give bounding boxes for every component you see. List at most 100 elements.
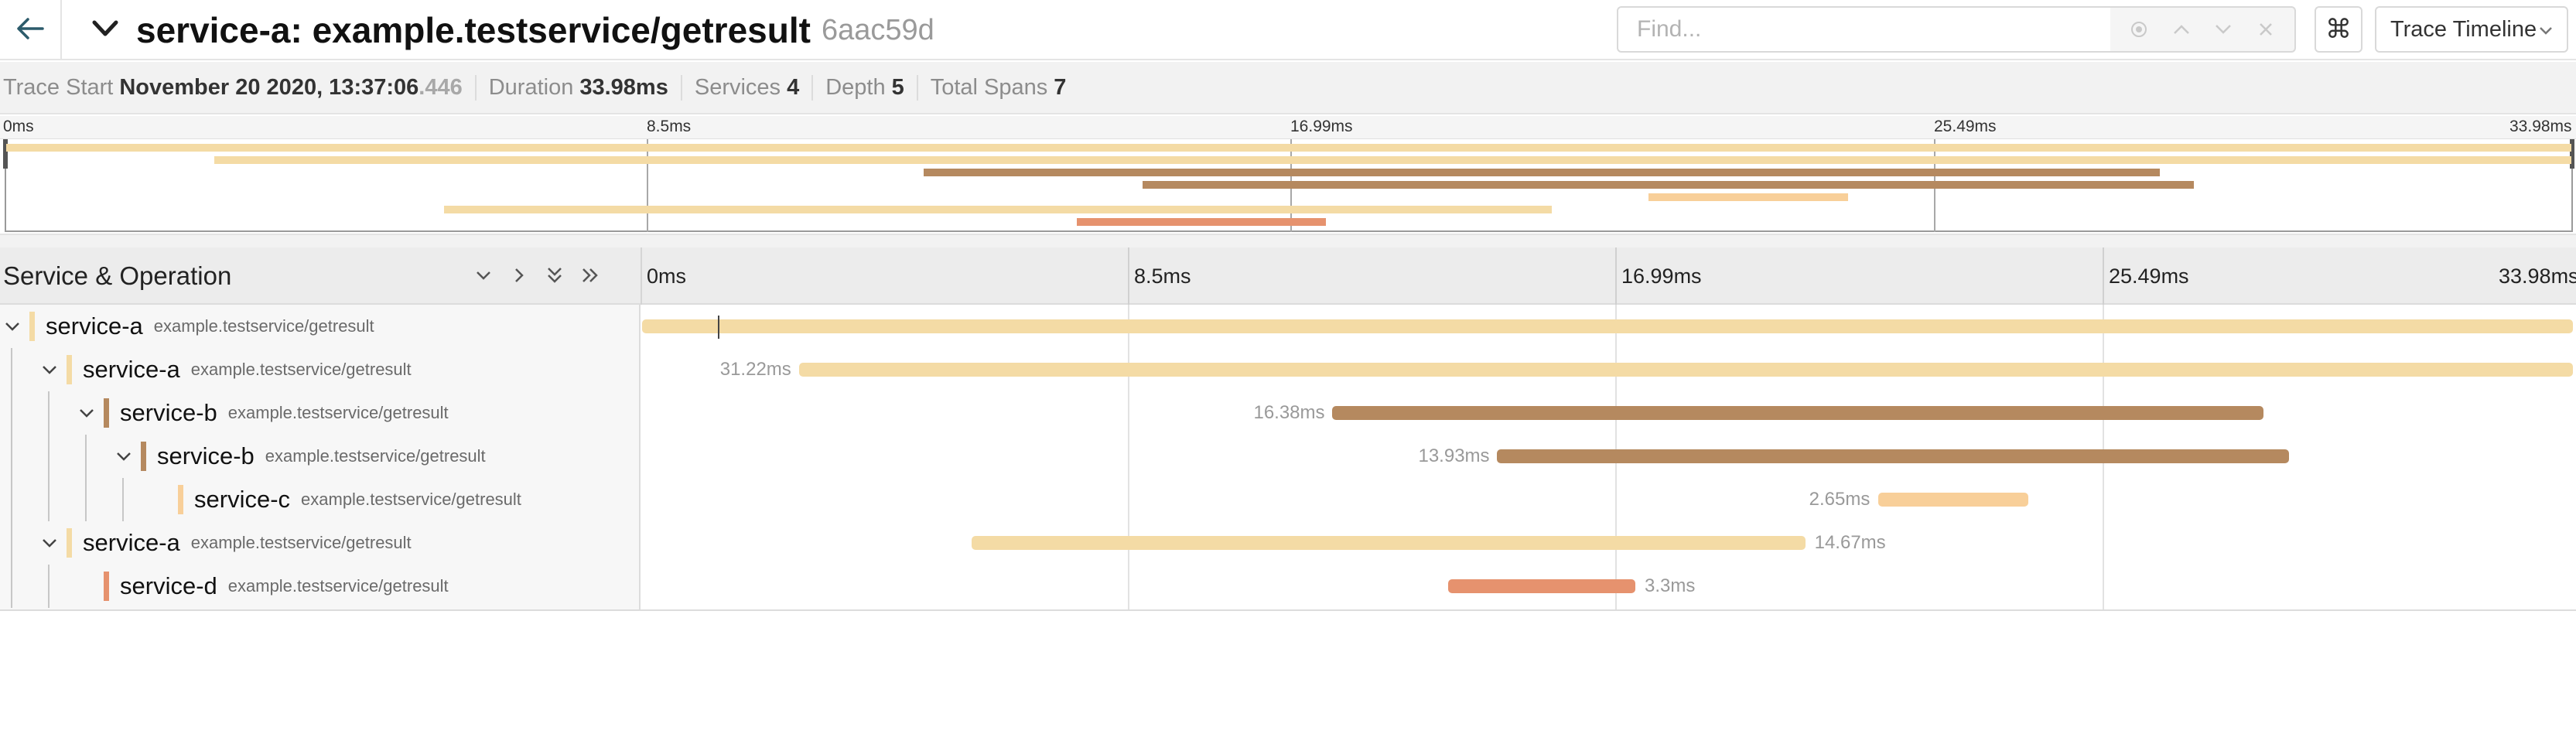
trace-start-value: November 20 2020, 13:37:06 [119,74,419,100]
row-collapse-toggle[interactable] [39,532,60,554]
close-icon[interactable] [2250,14,2281,45]
tree-indent-guide [11,348,12,391]
view-select[interactable]: Trace Timeline [2375,6,2568,53]
span-name-4[interactable]: service-c example.testservice/getresult [178,478,521,521]
timeline-tick-label: 8.5ms [1134,264,1191,288]
operation-name: example.testservice/getresult [190,533,412,552]
row-collapse-toggle[interactable] [39,359,60,381]
span-duration-label: 16.38ms [1253,402,1325,423]
back-button[interactable] [0,0,62,60]
service-color-marker [67,355,72,384]
minimap-span-bar [1076,218,1326,226]
span-duration-label: 14.67ms [1814,532,1886,553]
services-label: Services [694,74,781,100]
timeline-header: Service & Operation 0ms 8.5ms 16.99ms 25… [0,247,2576,305]
chevron-up-icon[interactable] [2166,14,2197,45]
timeline-gridline [1128,247,1129,305]
service-name: service-b [157,442,255,469]
find-box [1617,6,2118,53]
service-name: service-a [83,356,180,383]
service-name: service-a [46,312,143,340]
collapse-header-toggle[interactable] [87,15,124,45]
minimap-span-bar [1648,193,1849,201]
chevron-down-icon [5,323,19,331]
minimap-ticks: 0ms 8.5ms 16.99ms 25.49ms 33.98ms [0,116,2576,139]
timeline-tick-label: 0ms [647,264,687,288]
chevron-down-icon [117,452,131,461]
expand-all-icon[interactable] [579,261,602,289]
minimap-span-bar [923,169,2161,176]
expand-one-icon[interactable] [507,261,531,289]
trace-id: 6aac59d [821,13,934,46]
span-name-5[interactable]: service-a example.testservice/getresult [67,521,412,565]
service-color-marker [178,485,183,514]
chevron-down-icon[interactable] [2208,14,2239,45]
span-duration-label: 3.3ms [1644,575,1696,596]
span-bar-1[interactable] [798,363,2573,377]
services: Services 4 [680,74,811,101]
service-color-marker [67,528,72,558]
find-input[interactable] [1618,8,2115,51]
depth-label: Depth [825,74,886,100]
span-bar-2[interactable] [1332,406,2263,420]
row-collapse-toggle[interactable] [113,445,135,467]
minimap-left-handle[interactable] [3,139,8,169]
span-name-2[interactable]: service-b example.testservice/getresult [104,391,449,435]
span-name-6[interactable]: service-d example.testservice/getresult [104,565,449,608]
tree-indent-guide [48,478,50,521]
span-bar-5[interactable] [972,536,1806,550]
span-bar-0[interactable] [642,319,2573,333]
total-spans-label: Total Spans [930,74,1048,100]
arrow-left-icon [16,17,44,44]
trace-start-label: Trace Start [3,74,114,100]
duration-label: Duration [488,74,574,100]
span-name-3[interactable]: service-b example.testservice/getresult [141,435,486,478]
timeline-tick-label: 16.99ms [1621,264,1702,288]
service-name: service-b [120,399,217,426]
timeline-gridline [2103,247,2104,305]
tree-indent-guide [48,435,50,478]
chevron-down-icon [92,20,118,41]
pane-resizer[interactable] [641,247,642,305]
collapse-all-icon[interactable] [543,261,566,289]
minimap-tick-label: 33.98ms [2509,118,2572,135]
divider-strip [0,234,2576,247]
span-bar-6[interactable] [1447,579,1635,593]
total-spans-value: 7 [1054,74,1067,100]
service-color-marker [29,312,35,341]
minimap-right-handle[interactable] [2570,139,2574,169]
service-name: service-d [120,572,217,599]
operation-name: example.testservice/getresult [153,316,374,336]
trace-summary: Trace Start November 20 2020, 13:37:06.4… [0,62,2576,114]
keyboard-shortcuts-button[interactable]: ⌘ [2315,6,2362,53]
services-value: 4 [787,74,800,100]
page-title: service-a: example.testservice/getresult… [136,0,934,60]
service-name: service-c [194,486,291,513]
minimap-span-bar [6,144,2571,152]
span-bar-4[interactable] [1877,493,2029,507]
minimap-canvas [5,139,2573,232]
row-collapse-toggle[interactable] [2,316,23,337]
locate-icon[interactable] [2123,14,2154,45]
span-name-1[interactable]: service-a example.testservice/getresult [67,348,412,391]
service-color-marker [104,572,109,601]
chevron-down-icon [43,366,56,374]
collapse-one-icon[interactable] [472,261,495,289]
minimap-tick-label: 16.99ms [1290,118,1353,135]
timeline-gridline [1128,305,1129,609]
timeline-gridline [1615,247,1617,305]
span-timeline-pane: 31.22ms 16.38ms 13.93ms 2.65ms 14.67ms 3.3ms [642,305,2576,609]
trace-start: Trace Start November 20 2020, 13:37:06.4… [0,75,475,101]
chevron-down-icon [80,409,94,418]
minimap-tick-label: 25.49ms [1934,118,1997,135]
minimap-span-bar [214,156,2571,164]
span-bar-3[interactable] [1497,449,2289,463]
minimap-span-bar [1142,181,2195,189]
find-controls [2110,6,2296,53]
depth-value: 5 [891,74,904,100]
view-select-value: Trace Timeline [2390,16,2537,42]
service-color-marker [104,398,109,428]
row-collapse-toggle[interactable] [76,402,97,424]
trace-minimap[interactable]: 0ms 8.5ms 16.99ms 25.49ms 33.98ms [0,116,2576,234]
span-name-0[interactable]: service-a example.testservice/getresult [29,305,374,348]
